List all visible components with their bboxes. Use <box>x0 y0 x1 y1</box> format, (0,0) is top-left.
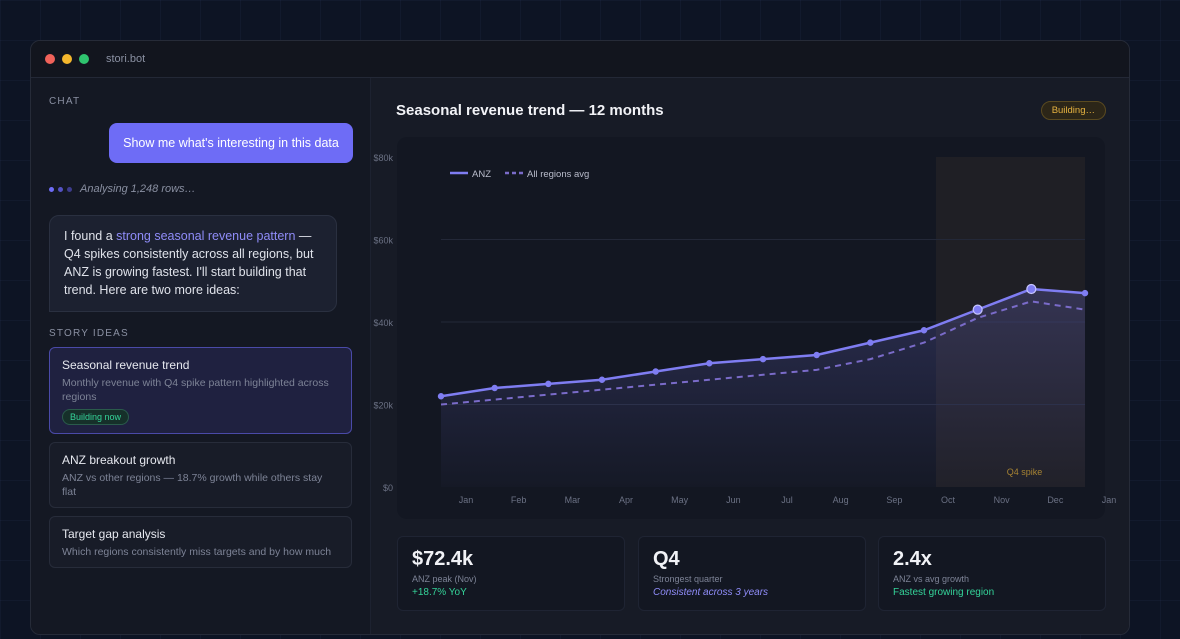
anz-data-point <box>491 384 498 392</box>
x-tick-label: Dec <box>1047 495 1064 505</box>
chat-section-label: CHAT <box>49 96 81 107</box>
series-line-all-regions-avg <box>440 300 1086 406</box>
app-window: stori.bot CHAT Show me what's interestin… <box>30 40 1130 635</box>
bot-message: I found a strong seasonal revenue patter… <box>49 215 337 312</box>
user-message: Show me what's interesting in this data <box>109 123 353 163</box>
anz-data-point <box>759 355 767 363</box>
anz-data-point <box>920 327 928 334</box>
stat-subtext: Fastest growing region <box>893 587 995 598</box>
typing-dot-icon <box>67 186 72 192</box>
typing-dot-icon <box>49 186 54 192</box>
anz-data-point <box>545 380 552 388</box>
x-tick-label: Jan <box>459 495 474 505</box>
bot-message-highlight: strong seasonal revenue pattern <box>116 229 296 243</box>
stat-label: ANZ peak (Nov) <box>412 574 477 584</box>
anz-data-point <box>706 360 713 367</box>
y-tick-label: $20k <box>373 401 393 411</box>
anz-data-point <box>1081 289 1089 297</box>
x-tick-label: Nov <box>994 495 1011 505</box>
y-tick-label: $0 <box>383 483 393 493</box>
bot-message-suffix: — Q4 spikes consistently across all regi… <box>64 229 314 297</box>
anz-data-point <box>652 368 659 375</box>
chart-title: Seasonal revenue trend — 12 months <box>396 102 664 119</box>
legend-label-anz: ANZ <box>472 169 491 180</box>
stat-subtext: +18.7% YoY <box>412 587 467 598</box>
anz-data-point <box>598 376 606 383</box>
close-window-button[interactable] <box>45 54 55 64</box>
x-tick-label: Feb <box>511 495 527 505</box>
story-idea-title: ANZ breakout growth <box>62 453 176 467</box>
y-tick-label: $80k <box>373 153 393 163</box>
x-tick-label: Jun <box>726 495 741 505</box>
story-idea-target-gap[interactable]: Target gap analysis Which regions consis… <box>49 516 352 568</box>
y-tick-label: $40k <box>373 318 393 328</box>
story-idea-anz-breakout[interactable]: ANZ breakout growth ANZ vs other regions… <box>49 442 352 508</box>
stat-subtext: Consistent across 3 years <box>653 587 769 598</box>
story-idea-description: Which regions consistently miss targets … <box>62 546 332 558</box>
story-idea-title: Seasonal revenue trend <box>62 358 190 372</box>
building-status-badge: Building… <box>1040 101 1106 120</box>
x-tick-label: Sep <box>886 495 902 505</box>
stat-label: ANZ vs avg growth <box>893 574 970 584</box>
x-tick-label: Aug <box>833 495 849 505</box>
anz-data-point <box>1026 283 1037 295</box>
stat-label: Strongest quarter <box>653 574 723 584</box>
typing-dot-icon <box>58 186 63 192</box>
x-tick-label: Jul <box>781 495 793 505</box>
anz-data-point <box>813 351 820 359</box>
anz-data-point <box>867 339 874 346</box>
revenue-line-chart: Q4 spike$80k$60k$40k$20k$0JanFebMarAprMa… <box>373 153 1116 505</box>
y-tick-label: $60k <box>373 236 393 246</box>
title-bar: stori.bot <box>31 41 1129 78</box>
stat-card-growth-ratio: 2.4x ANZ vs avg growth Fastest growing r… <box>878 536 1106 611</box>
stat-card-strongest-quarter: Q4 Strongest quarter Consistent across 3… <box>638 536 866 611</box>
x-tick-label: Mar <box>565 495 581 505</box>
chart-container: Q4 spike$80k$60k$40k$20k$0JanFebMarAprMa… <box>373 137 1116 519</box>
bot-message-prefix: I found a <box>64 229 117 243</box>
stat-card-anz-peak: $72.4k ANZ peak (Nov) +18.7% YoY <box>397 536 625 611</box>
chart-panel: Seasonal revenue trend — 12 months Build… <box>371 78 1129 634</box>
legend-label-all-regions-avg: All regions avg <box>527 169 589 180</box>
story-idea-title: Target gap analysis <box>62 527 166 541</box>
x-tick-label: Jan <box>1102 495 1117 505</box>
story-idea-description: ANZ vs other regions — 18.7% growth whil… <box>62 472 323 498</box>
stat-value: Q4 <box>653 548 680 570</box>
stat-value: $72.4k <box>412 548 474 570</box>
window-title: stori.bot <box>106 53 146 65</box>
anz-data-point <box>437 393 445 400</box>
analysing-status: Analysing 1,248 rows… <box>49 183 196 195</box>
story-idea-description: Monthly revenue with Q4 spike pattern hi… <box>62 377 329 403</box>
story-ideas-label: STORY IDEAS <box>49 328 129 339</box>
x-tick-label: Apr <box>619 495 633 505</box>
building-now-badge: Building now <box>62 409 130 425</box>
stat-value: 2.4x <box>893 548 932 570</box>
analysing-status-text: Analysing 1,248 rows… <box>80 183 196 195</box>
minimize-window-button[interactable] <box>62 54 72 64</box>
anz-data-point <box>972 304 983 315</box>
x-tick-label: Oct <box>941 495 956 505</box>
x-tick-label: May <box>671 495 689 505</box>
story-idea-seasonal-revenue[interactable]: Seasonal revenue trend Monthly revenue w… <box>49 347 352 434</box>
anz-area-fill <box>441 289 1085 487</box>
maximize-window-button[interactable] <box>79 54 89 64</box>
chat-panel: CHAT Show me what's interesting in this … <box>31 78 371 634</box>
